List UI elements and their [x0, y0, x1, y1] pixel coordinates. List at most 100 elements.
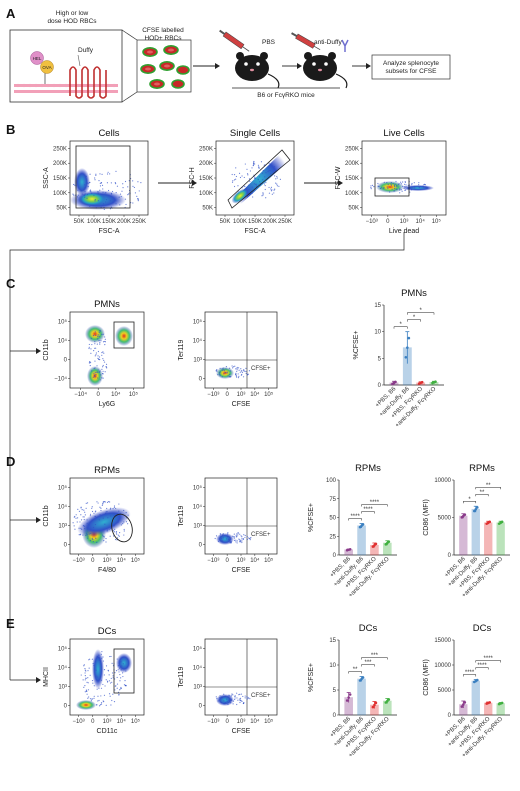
event-dot [86, 182, 88, 184]
event-dot [104, 685, 106, 687]
bar [471, 680, 480, 716]
event-dot [238, 369, 240, 371]
x-tick-label: 200K [263, 219, 277, 225]
event-dot [104, 344, 106, 346]
y-tick-label: 50 [329, 516, 336, 522]
event-dot [243, 176, 245, 179]
y-tick-label: 0 [199, 377, 203, 383]
plot-frame [69, 311, 145, 389]
event-dot [97, 369, 99, 371]
x-axis-label: Ly6G [99, 401, 115, 408]
event-dot [84, 528, 86, 530]
event-dot [101, 372, 104, 375]
event-dot [262, 192, 264, 194]
event-dot [87, 697, 89, 699]
x-tick-label: −10³ [207, 719, 219, 725]
x-tick-label: 10³ [103, 719, 112, 725]
event-dot [262, 193, 264, 195]
event-dot [120, 661, 122, 663]
event-dot [426, 187, 429, 189]
event-dot [95, 373, 97, 376]
bar [496, 522, 505, 556]
event-dot [98, 705, 101, 707]
event-dot [91, 519, 93, 521]
event-dot [225, 366, 228, 368]
event-dot [224, 702, 226, 704]
bar [459, 515, 468, 556]
event-dot [89, 539, 92, 542]
plot-frame [204, 311, 278, 389]
event-dot [118, 535, 120, 537]
event-dot [386, 181, 388, 184]
event-dot [370, 185, 372, 187]
event-dot [234, 365, 236, 367]
event-dot [240, 368, 242, 370]
event-dot [101, 184, 104, 186]
y-axis-label: SSC-A [43, 167, 50, 189]
event-dot [88, 658, 91, 660]
event-dot [80, 514, 82, 516]
event-dot [98, 656, 100, 659]
event-dot [227, 375, 229, 377]
event-dot [106, 507, 108, 510]
significance-label: *** [371, 653, 379, 659]
x-tick-label: 10⁴ [250, 718, 260, 725]
event-dot [381, 187, 383, 189]
event-dot [114, 672, 116, 674]
y-tick-label: 75 [329, 497, 336, 503]
event-dot [241, 175, 243, 177]
event-dot [76, 517, 79, 519]
event-dot [245, 367, 247, 369]
event-dot [236, 542, 238, 544]
event-dot [98, 687, 100, 689]
event-dot [254, 163, 256, 165]
event-dot [418, 184, 420, 186]
event-dot [104, 338, 106, 340]
event-dot [424, 184, 426, 186]
event-dot [387, 187, 389, 189]
event-dot [127, 523, 129, 525]
y-tick-label: 100K [345, 191, 359, 197]
event-dot [83, 509, 85, 511]
x-axis-label: CD11c [97, 728, 118, 735]
y-tick-label: 15 [374, 303, 381, 309]
y-tick-label: −10⁴ [54, 376, 67, 383]
event-dot [87, 182, 90, 184]
event-dot [105, 199, 108, 201]
event-dot [106, 367, 108, 369]
event-dot [119, 193, 122, 195]
event-dot [230, 542, 232, 544]
x-tick-label: 10³ [237, 558, 246, 564]
event-dot [77, 189, 79, 191]
event-dot [119, 680, 121, 682]
y-tick-label: 10³ [193, 685, 202, 691]
data-point [475, 506, 479, 509]
event-dot [257, 164, 260, 166]
event-dot [258, 176, 261, 178]
event-dot [234, 178, 237, 180]
event-dot [106, 501, 109, 503]
event-dot [83, 516, 85, 518]
event-dot [97, 700, 99, 702]
event-dot [92, 335, 95, 337]
event-dot [99, 329, 101, 332]
x-tick-label: 10³ [237, 719, 246, 725]
event-dot [373, 186, 375, 188]
event-dot [276, 177, 278, 179]
y-tick-label: 100 [326, 478, 337, 484]
event-dot [114, 182, 116, 184]
event-dot [370, 186, 372, 189]
bar [471, 508, 480, 556]
event-dot [124, 198, 127, 200]
event-dot [233, 539, 236, 541]
event-dot [81, 528, 83, 530]
event-dot [91, 506, 93, 508]
y-axis-label: %CFSE+ [353, 331, 360, 360]
event-dot [422, 185, 424, 187]
event-dot [89, 182, 91, 184]
y-tick-label: 100K [199, 191, 213, 197]
event-dot [225, 695, 227, 697]
event-dot [132, 185, 134, 187]
